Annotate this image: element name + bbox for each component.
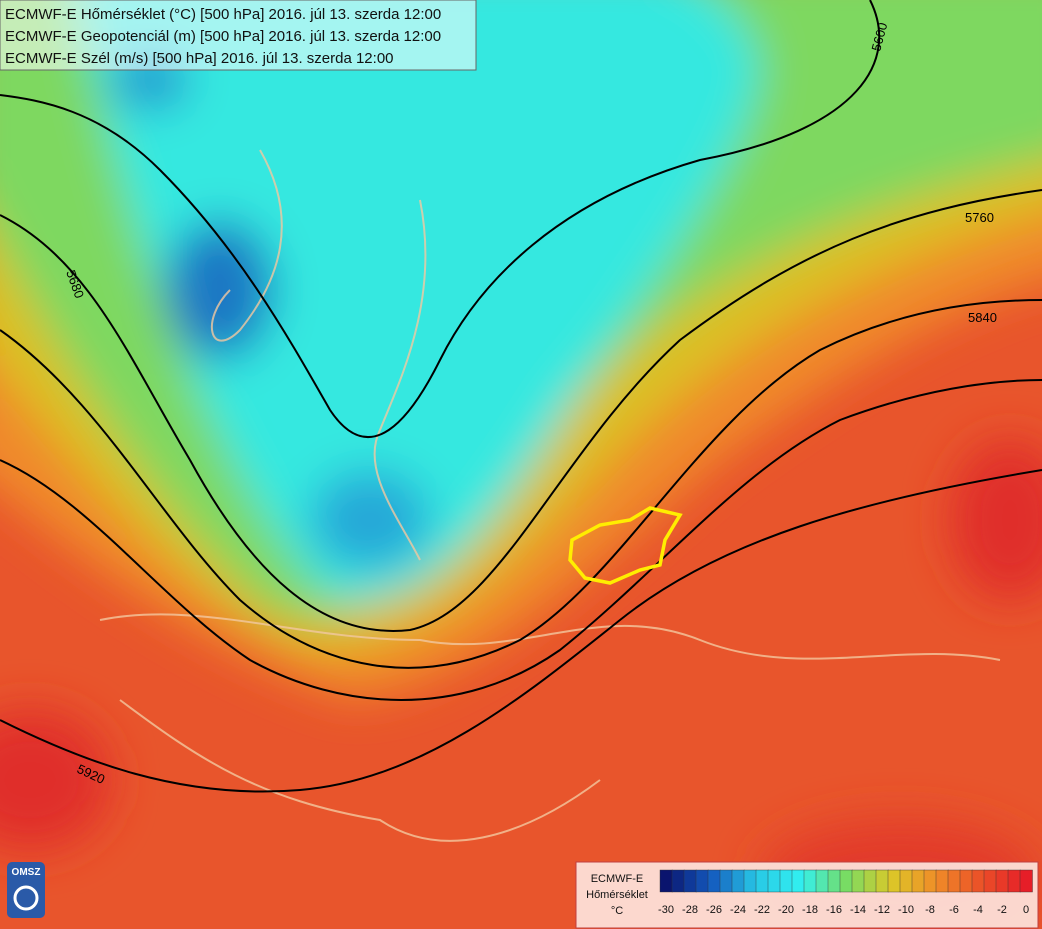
legend-tick-label: -12 — [874, 904, 890, 916]
logo-icon — [13, 885, 39, 911]
logo: OMSZ — [7, 862, 45, 918]
legend-unit: °C — [611, 905, 623, 917]
legend-tick-label: -14 — [850, 904, 866, 916]
color-swatch — [743, 869, 757, 893]
legend-tick-label: -16 — [826, 904, 842, 916]
color-swatch — [731, 869, 745, 893]
color-swatch — [839, 869, 853, 893]
legend-tick-label: -4 — [973, 904, 983, 916]
color-swatch — [899, 869, 913, 893]
legend-tick-label: -24 — [730, 904, 746, 916]
color-swatch — [923, 869, 937, 893]
header-line: ECMWF-E Geopotenciál (m) [500 hPa] 2016.… — [5, 28, 441, 45]
color-swatch — [1007, 869, 1021, 893]
coastlines — [99, 149, 1001, 842]
color-swatch — [767, 869, 781, 893]
legend-tick-label: -2 — [997, 904, 1007, 916]
legend-tick-label: 0 — [1023, 904, 1029, 916]
contour-label: 5760 — [965, 210, 994, 225]
color-swatch — [875, 869, 889, 893]
legend-tick-label: -10 — [898, 904, 914, 916]
header: ECMWF-E Hőmérséklet (°C) [500 hPa] 2016.… — [0, 0, 477, 71]
legend-tick-label: -22 — [754, 904, 770, 916]
legend-title: ECMWF-E — [591, 873, 644, 885]
header-box — [0, 0, 477, 71]
color-swatch — [803, 869, 817, 893]
legend-subtitle: Hőmérséklet — [586, 889, 648, 901]
color-swatch — [659, 869, 673, 893]
color-swatch — [983, 869, 997, 893]
legend-tick-label: -6 — [949, 904, 959, 916]
color-swatch — [779, 869, 793, 893]
color-swatch — [755, 869, 769, 893]
contour-label: 5840 — [968, 310, 997, 325]
color-swatch — [863, 869, 877, 893]
color-swatch — [851, 869, 865, 893]
contour-label: 5600 — [868, 21, 890, 53]
legend-tick-label: -28 — [682, 904, 698, 916]
header-line: ECMWF-E Szél (m/s) [500 hPa] 2016. júl 1… — [5, 50, 394, 67]
color-swatch — [971, 869, 985, 893]
legend: ECMWF-E Hőmérséklet °C -30 -28 -26 -24 -22 -2… — [575, 861, 1039, 929]
legend-tick-label: -18 — [802, 904, 818, 916]
color-swatch — [695, 869, 709, 893]
hungary-border — [568, 506, 683, 585]
color-swatch — [911, 869, 925, 893]
legend-tick-label: -30 — [658, 904, 674, 916]
geopotential-contours — [0, 0, 1042, 793]
color-swatch — [719, 869, 733, 893]
color-swatch — [959, 869, 973, 893]
color-swatch — [791, 869, 805, 893]
color-swatch — [947, 869, 961, 893]
color-swatch — [815, 869, 829, 893]
color-swatch — [935, 869, 949, 893]
logo-text: OMSZ — [12, 867, 41, 878]
color-swatch — [707, 869, 721, 893]
color-swatch — [683, 869, 697, 893]
header-line: ECMWF-E Hőmérséklet (°C) [500 hPa] 2016.… — [5, 6, 441, 23]
color-swatch — [1019, 869, 1033, 893]
legend-tick-label: -26 — [706, 904, 722, 916]
color-swatch — [995, 869, 1009, 893]
color-swatch — [671, 869, 685, 893]
color-swatch — [827, 869, 841, 893]
color-swatch — [887, 869, 901, 893]
legend-tick-label: -20 — [778, 904, 794, 916]
legend-tick-label: -8 — [925, 904, 935, 916]
